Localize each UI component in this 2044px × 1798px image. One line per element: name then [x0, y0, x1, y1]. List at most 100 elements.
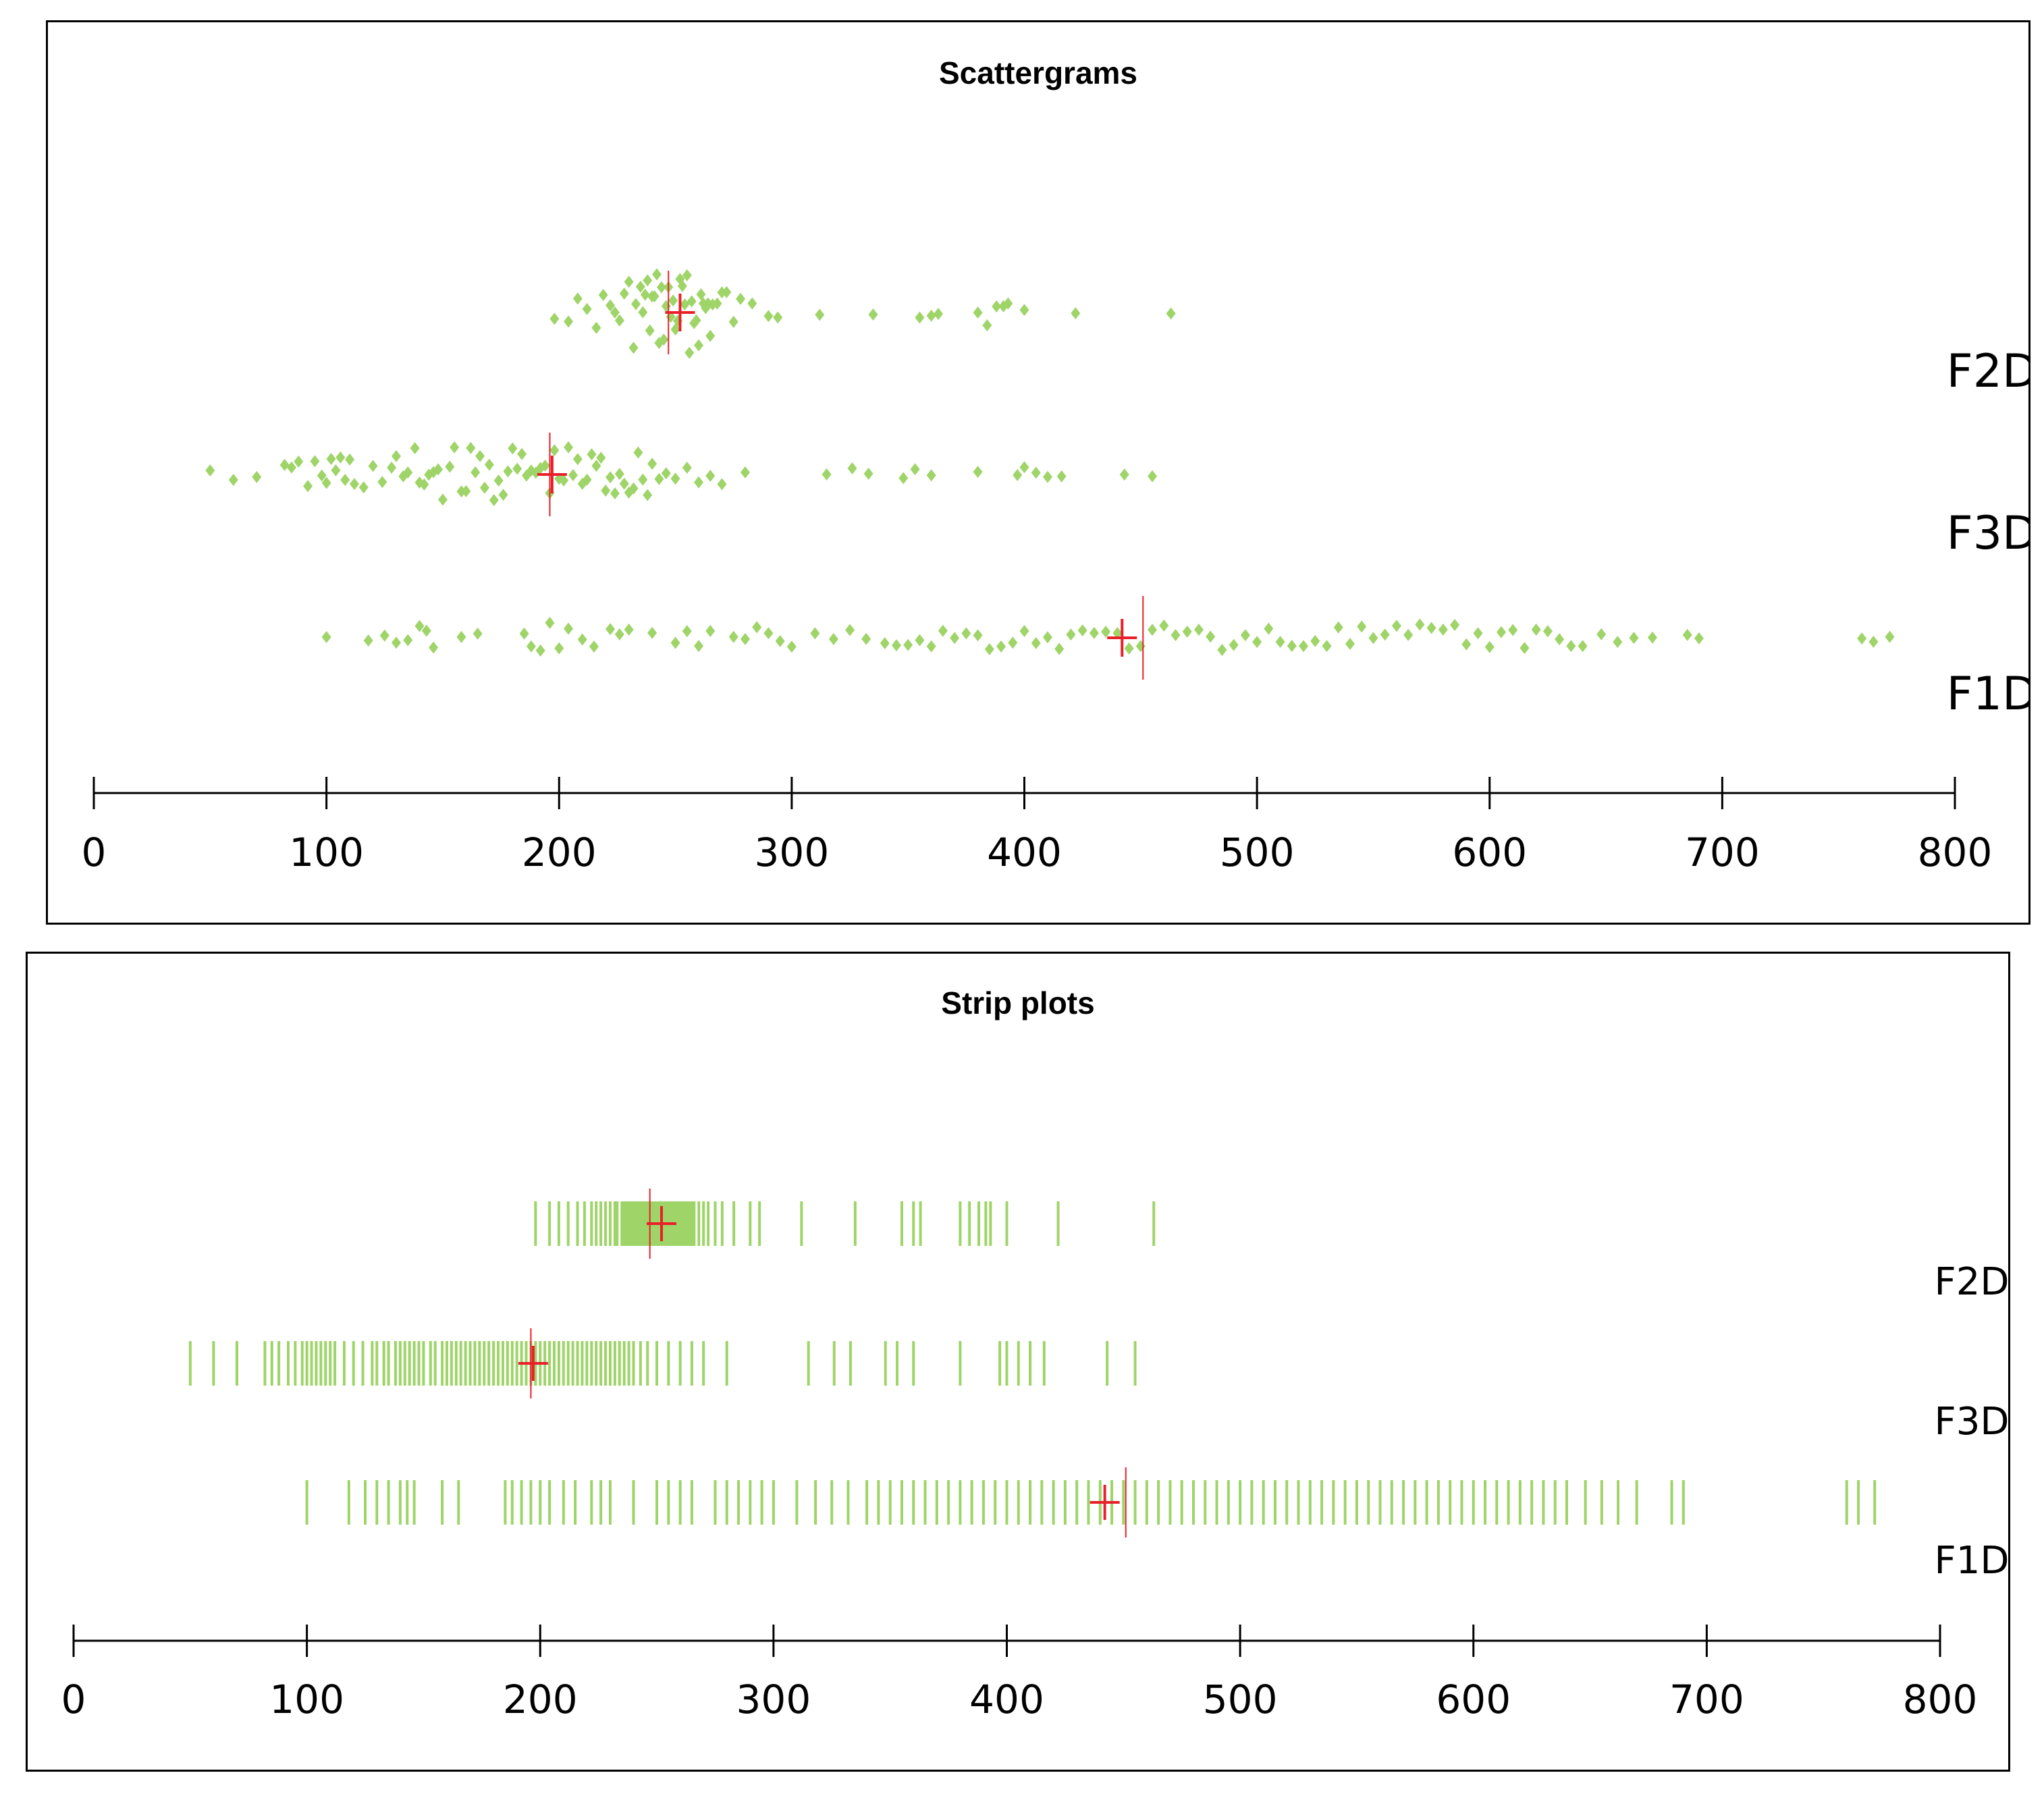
- data-point: [694, 640, 704, 653]
- data-point: [628, 342, 639, 354]
- data-point: [643, 274, 653, 287]
- data-point: [614, 468, 624, 481]
- data-point: [1391, 620, 1401, 632]
- data-point: [414, 620, 425, 632]
- data-point: [591, 321, 601, 334]
- data-point: [321, 630, 331, 643]
- data-point: [740, 466, 750, 479]
- data-point: [630, 298, 641, 310]
- data-point: [861, 632, 871, 645]
- data-point: [703, 297, 713, 310]
- data-point: [1380, 628, 1390, 641]
- data-point: [601, 484, 611, 497]
- data-point: [1264, 622, 1274, 635]
- x-tick-label: 400: [969, 1677, 1044, 1722]
- data-point: [712, 297, 722, 310]
- data-point: [377, 476, 387, 489]
- data-point: [752, 621, 762, 634]
- data-point: [1031, 636, 1041, 649]
- data-point: [696, 288, 706, 300]
- data-point: [687, 295, 697, 308]
- data-point: [868, 308, 878, 321]
- series-f3d: [205, 433, 1158, 516]
- data-point: [1484, 641, 1495, 653]
- data-point: [996, 640, 1006, 653]
- data-point: [519, 627, 529, 640]
- data-point: [1013, 468, 1023, 481]
- data-point: [938, 624, 948, 637]
- data-point: [1461, 638, 1472, 651]
- x-tick-label: 800: [1918, 829, 1993, 875]
- data-point: [633, 446, 643, 459]
- data-point: [252, 470, 262, 483]
- data-point: [1019, 304, 1029, 317]
- data-point: [1019, 625, 1029, 638]
- x-tick-label: 200: [503, 1677, 578, 1722]
- data-point: [1310, 634, 1320, 647]
- data-point: [421, 624, 431, 637]
- data-point: [640, 288, 650, 301]
- data-point: [456, 630, 466, 643]
- data-point: [1124, 642, 1134, 655]
- data-point: [1403, 628, 1414, 641]
- data-point: [1003, 297, 1013, 310]
- data-point: [1368, 632, 1378, 645]
- data-point: [973, 306, 983, 319]
- data-point: [331, 464, 341, 476]
- data-point: [1287, 639, 1297, 652]
- data-point: [1426, 622, 1436, 634]
- data-point: [638, 306, 648, 319]
- data-point: [470, 466, 481, 479]
- data-point: [668, 294, 678, 307]
- data-point: [898, 472, 909, 485]
- data-point: [517, 447, 527, 460]
- data-point: [1135, 640, 1146, 653]
- data-point: [1885, 630, 1895, 643]
- data-point: [982, 319, 992, 331]
- data-point: [628, 482, 639, 495]
- data-point: [973, 629, 983, 642]
- data-point: [498, 489, 508, 501]
- data-point: [403, 634, 413, 647]
- data-point: [1042, 470, 1052, 483]
- data-point: [1333, 621, 1343, 634]
- data-point: [303, 480, 313, 493]
- data-point: [786, 641, 797, 653]
- data-point: [845, 624, 855, 636]
- data-point: [403, 466, 413, 479]
- data-point: [722, 285, 732, 298]
- data-point: [1119, 468, 1129, 481]
- strip-plot-panel: Strip plots 0 100 200 300 400 500 600 700 800 F2D…: [26, 952, 2010, 1772]
- data-point: [705, 624, 716, 637]
- data-point: [654, 472, 664, 485]
- data-point: [392, 450, 402, 462]
- data-point: [493, 474, 504, 487]
- data-point: [1112, 627, 1123, 640]
- data-point: [661, 467, 671, 480]
- chart-title: Strip plots: [941, 985, 1095, 1020]
- data-point: [564, 315, 574, 328]
- data-point: [705, 329, 716, 342]
- data-point: [1252, 636, 1262, 649]
- data-point: [736, 292, 746, 305]
- data-point: [610, 487, 620, 500]
- data-point: [926, 309, 936, 322]
- data-point: [926, 640, 936, 653]
- data-point: [1415, 618, 1425, 631]
- data-point: [349, 478, 359, 491]
- data-point: [577, 633, 587, 646]
- data-point: [1694, 632, 1704, 645]
- scattergram-plot: 0 100 200 300 400 500 600 700 800 F2D F3D F1D: [82, 268, 2028, 875]
- data-point: [535, 644, 545, 657]
- data-point: [1166, 307, 1176, 320]
- data-point: [614, 314, 624, 327]
- data-point: [1531, 623, 1541, 636]
- data-point: [635, 280, 645, 293]
- x-tick-label: 200: [522, 829, 597, 875]
- data-point: [775, 634, 785, 647]
- data-point: [763, 627, 774, 640]
- data-point: [1566, 640, 1576, 653]
- data-point: [645, 324, 655, 337]
- data-point: [606, 623, 616, 636]
- data-point: [410, 442, 420, 455]
